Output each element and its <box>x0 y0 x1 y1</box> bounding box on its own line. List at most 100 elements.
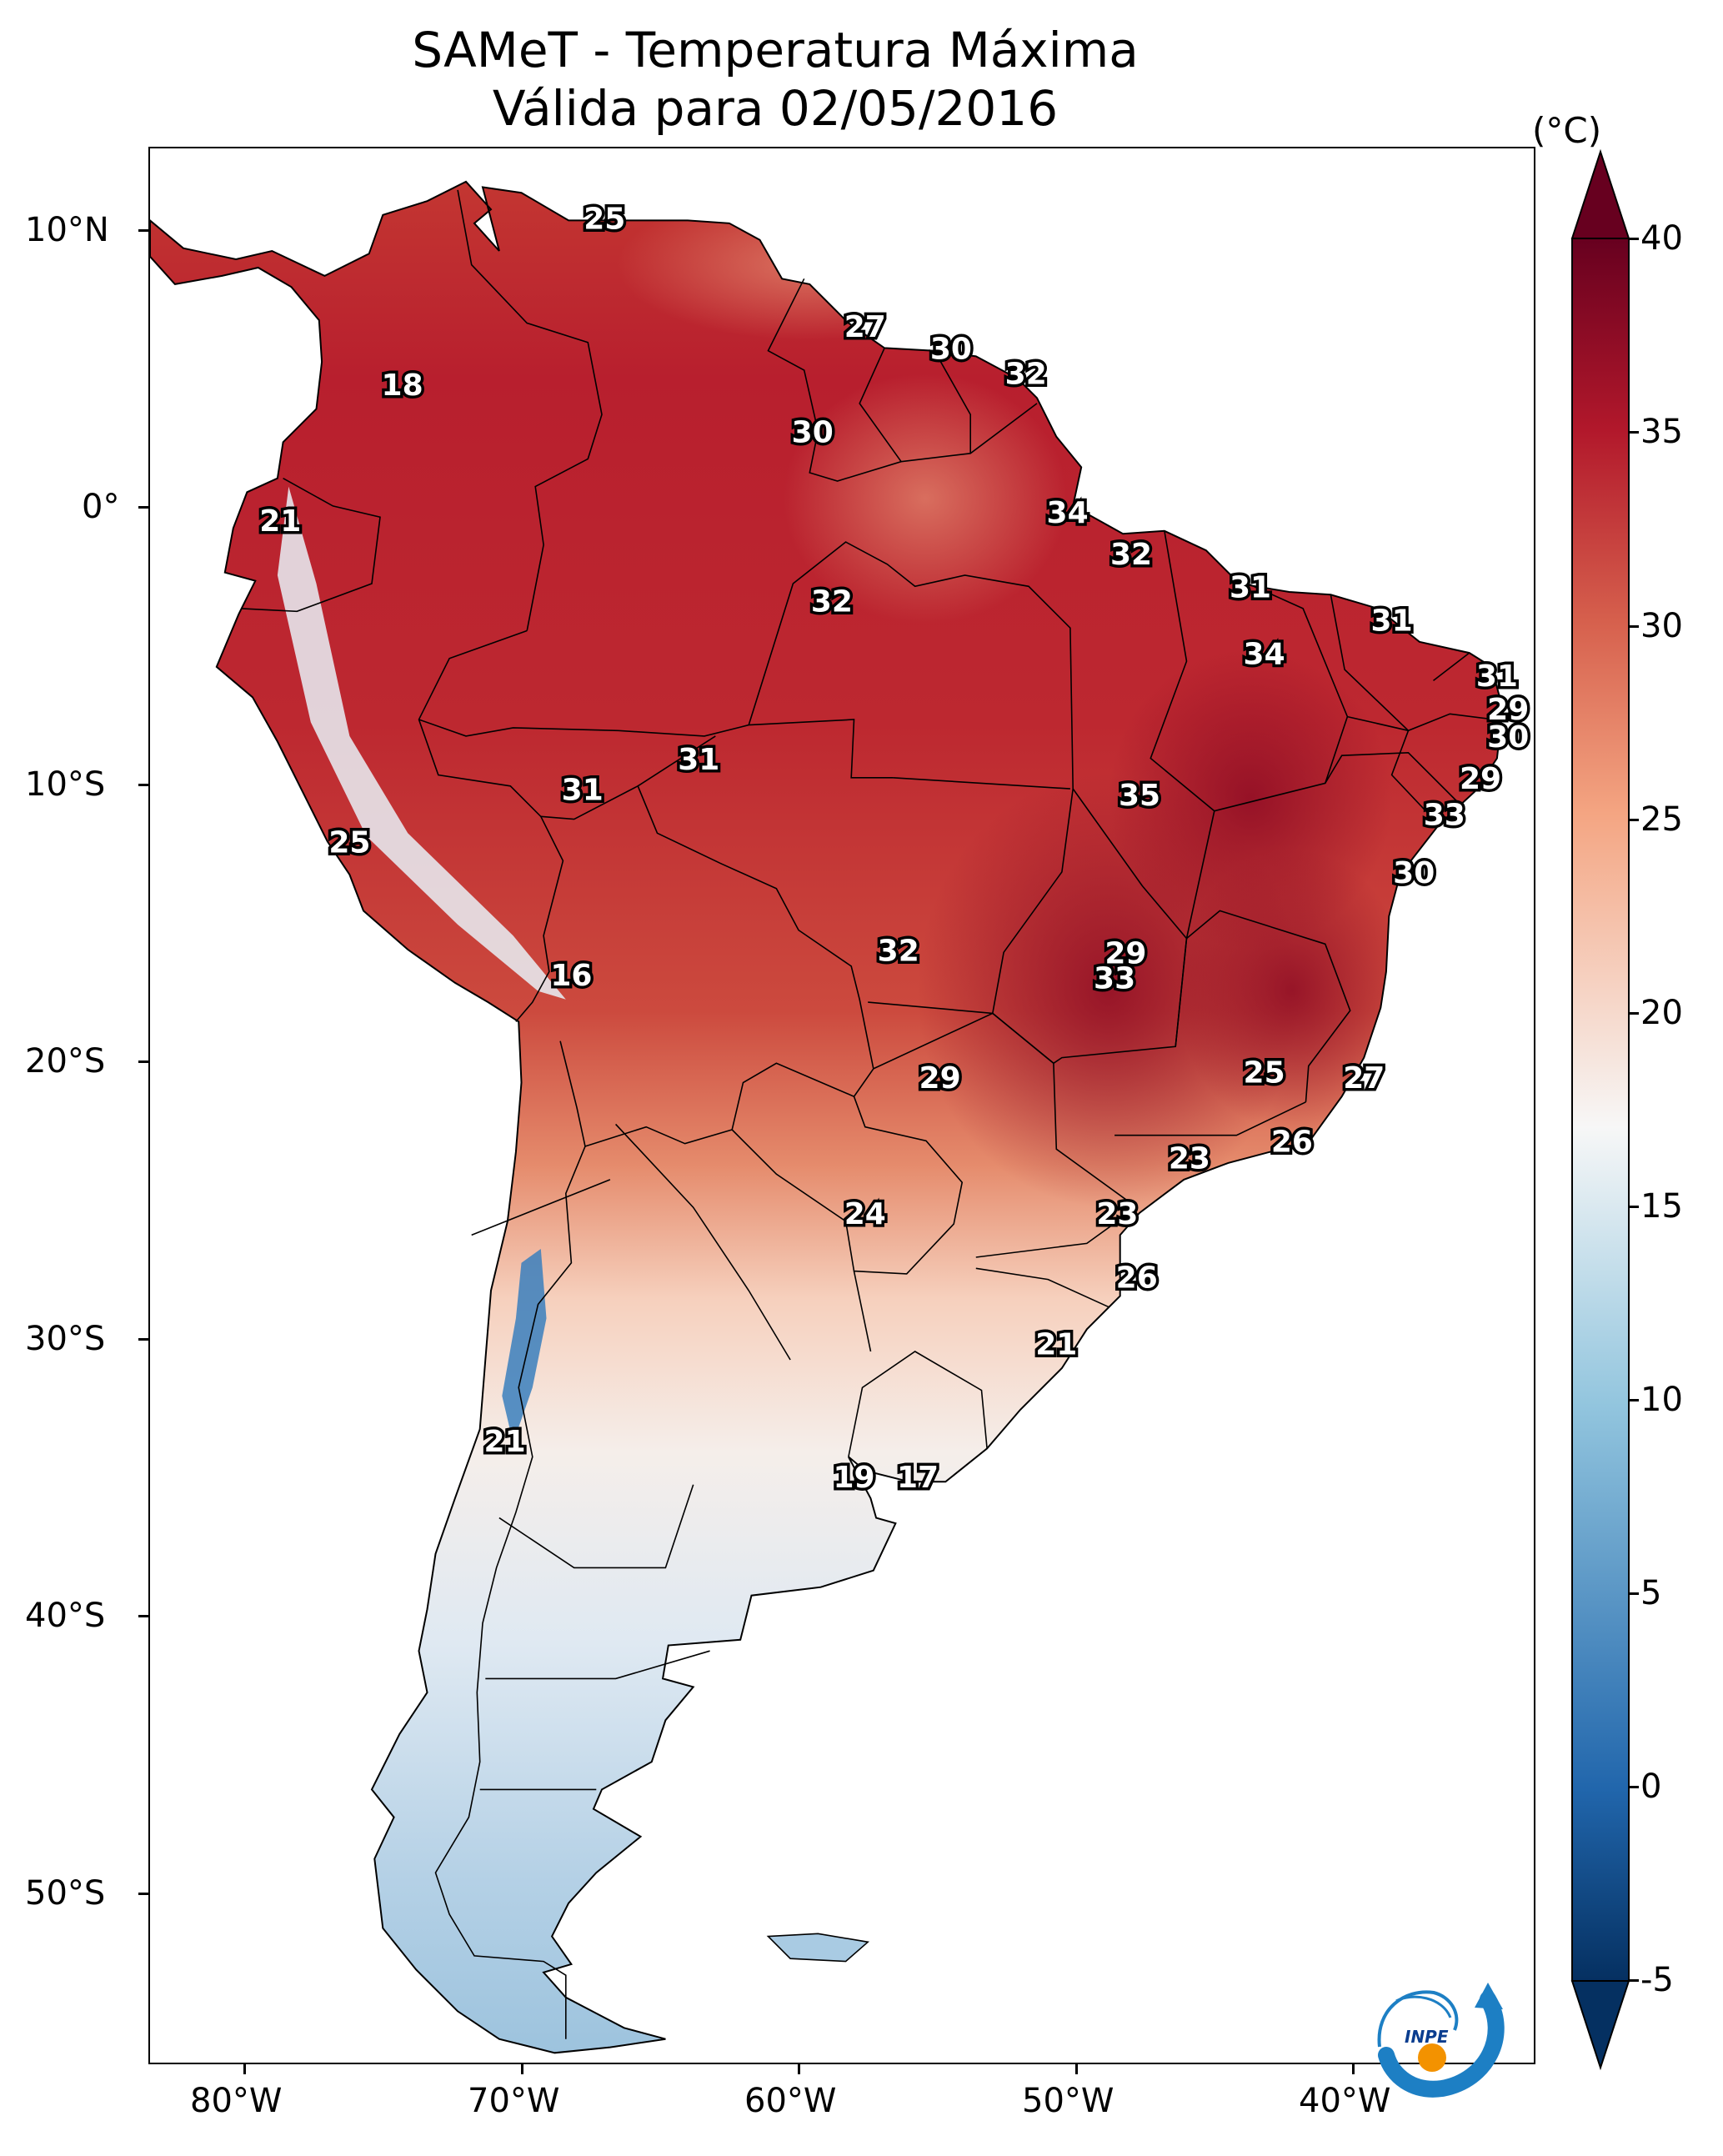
colorbar-label-10: 10 <box>1640 1381 1683 1419</box>
lat-tick-mark <box>138 1615 148 1617</box>
temperature-label: 29 <box>1460 762 1501 796</box>
colorbar-label-35: 35 <box>1640 413 1683 451</box>
temperature-label: 27 <box>1343 1061 1385 1096</box>
lon-tick-mark <box>1352 2064 1355 2074</box>
colorbar-tick-mark <box>1629 1592 1639 1595</box>
border-line <box>767 278 1038 482</box>
temperature-label: 29 <box>1104 937 1146 971</box>
lon-label-40w: 40°W <box>1299 2082 1391 2120</box>
colorbar-tick-mark <box>1629 1012 1639 1015</box>
temperature-label: 32 <box>878 934 919 968</box>
border-line <box>873 1012 1054 1070</box>
lat-label-10n: 10°N <box>25 211 109 249</box>
colorbar-tick-mark <box>1629 238 1639 240</box>
lon-tick-mark <box>798 2064 800 2074</box>
lon-label-70w: 70°W <box>468 2082 560 2120</box>
border-line <box>637 735 716 787</box>
border-line <box>1114 1101 1306 1136</box>
lat-label-10s: 10°S <box>25 765 106 804</box>
country-borders <box>241 189 1495 2039</box>
temperature-label: 30 <box>930 333 972 367</box>
border-line <box>457 189 603 631</box>
temperature-label: 35 <box>1119 779 1160 813</box>
border-line <box>853 1271 872 1352</box>
temperature-label: 21 <box>259 504 301 539</box>
andes-cold-band <box>502 1249 547 1443</box>
map-frame[interactable]: 25 27 30 32 18 30 34 21 32 31 32 31 34 31 29 30 31 29 31 35… <box>148 147 1535 2064</box>
temperature-label: 23 <box>1096 1197 1138 1231</box>
border-line <box>731 1096 964 1275</box>
temperature-label: 19 <box>833 1461 874 1495</box>
temperature-label: 17 <box>897 1461 939 1495</box>
colorbar-label-5: 5 <box>1640 1574 1662 1612</box>
border-line <box>934 350 971 454</box>
lat-label-40s: 40°S <box>25 1597 106 1635</box>
temperature-label: 32 <box>1005 358 1047 392</box>
temperature-label: 26 <box>1116 1261 1158 1296</box>
colorbar-label-0: 0 <box>1640 1767 1662 1806</box>
temperature-label: 33 <box>1424 798 1465 832</box>
temperature-label: 27 <box>844 310 886 344</box>
map-subtitle: Válida para 02/05/2016 <box>492 80 1059 137</box>
lat-tick-mark <box>138 1060 148 1063</box>
colorbar-tick-mark <box>1629 1786 1639 1788</box>
logo-text: INPE <box>1405 2027 1449 2047</box>
temperature-label: 16 <box>550 959 592 993</box>
temperature-label: 21 <box>484 1425 526 1459</box>
colorbar-tick-mark <box>1629 1206 1639 1208</box>
border-line <box>975 1206 1138 1258</box>
colorbar-tick-mark <box>1629 1399 1639 1401</box>
border-line <box>485 1650 710 1680</box>
border-line <box>418 719 894 779</box>
land-temperature-field <box>150 181 1503 2053</box>
lat-tick-mark <box>138 1893 148 1895</box>
lat-tick-mark <box>138 1338 148 1341</box>
inpe-logo: INPE <box>1377 1983 1505 2098</box>
lat-label-50s: 50°S <box>25 1874 106 1913</box>
temperature-label: 25 <box>584 202 625 236</box>
temperature-label: 29 <box>1487 693 1529 727</box>
lat-tick-mark <box>138 784 148 786</box>
temperature-label: 30 <box>1393 856 1435 890</box>
temperature-label: 31 <box>1230 571 1271 605</box>
temperature-label: 25 <box>328 826 370 860</box>
lon-tick-mark <box>243 2064 246 2074</box>
continent-outline <box>150 180 1504 2054</box>
temperature-label: 21 <box>1035 1327 1077 1361</box>
lat-label-0: 0° <box>82 488 120 526</box>
border-line <box>893 777 1070 790</box>
colorbar-tick-mark <box>1629 625 1639 628</box>
lon-label-50w: 50°W <box>1022 2082 1114 2120</box>
colorbar-label-25: 25 <box>1640 800 1683 839</box>
border-line <box>859 348 902 463</box>
lon-tick-mark <box>1075 2064 1078 2074</box>
colorbar-extend-min <box>1570 1980 1630 2071</box>
temperature-label: 34 <box>1244 638 1285 672</box>
colorbar-unit: (°C) <box>1532 110 1602 151</box>
temperature-label: 26 <box>1271 1126 1313 1160</box>
colorbar-label-15: 15 <box>1640 1187 1683 1226</box>
logo-sun-dot <box>1418 2043 1446 2072</box>
lat-label-20s: 20°S <box>25 1042 106 1081</box>
andes-cool-band <box>277 486 566 1000</box>
lon-label-80w: 80°W <box>190 2082 283 2120</box>
border-line <box>1433 652 1470 682</box>
border-line <box>868 1001 993 1015</box>
lat-label-30s: 30°S <box>25 1320 106 1358</box>
temperature-label: 32 <box>1110 538 1152 572</box>
border-line <box>1325 751 1462 806</box>
colorbar-tick-mark <box>1629 431 1639 434</box>
colorbar-label-30: 30 <box>1640 607 1683 645</box>
border-line <box>1150 530 1215 939</box>
colorbar <box>1570 148 1630 2071</box>
temperature-label: 29 <box>919 1061 961 1096</box>
temperature-label: 18 <box>382 369 423 403</box>
temperature-label: 30 <box>1487 720 1529 755</box>
temperature-label: 34 <box>1047 496 1089 530</box>
temperature-label: 30 <box>792 416 834 450</box>
border-line <box>975 1267 1109 1308</box>
map-title: SAMeT - Temperatura Máxima <box>412 22 1139 78</box>
temperature-label: 32 <box>811 584 853 619</box>
